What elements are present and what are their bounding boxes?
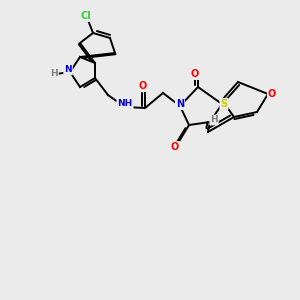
Text: N: N xyxy=(64,65,72,74)
Text: S: S xyxy=(220,99,228,109)
Text: O: O xyxy=(139,81,147,91)
Text: Cl: Cl xyxy=(81,11,92,21)
Text: H: H xyxy=(50,70,58,79)
Text: N: N xyxy=(176,99,184,109)
Text: O: O xyxy=(171,142,179,152)
Text: NH: NH xyxy=(117,100,133,109)
Text: H: H xyxy=(210,116,218,124)
Text: O: O xyxy=(191,69,199,79)
Text: O: O xyxy=(268,89,276,99)
